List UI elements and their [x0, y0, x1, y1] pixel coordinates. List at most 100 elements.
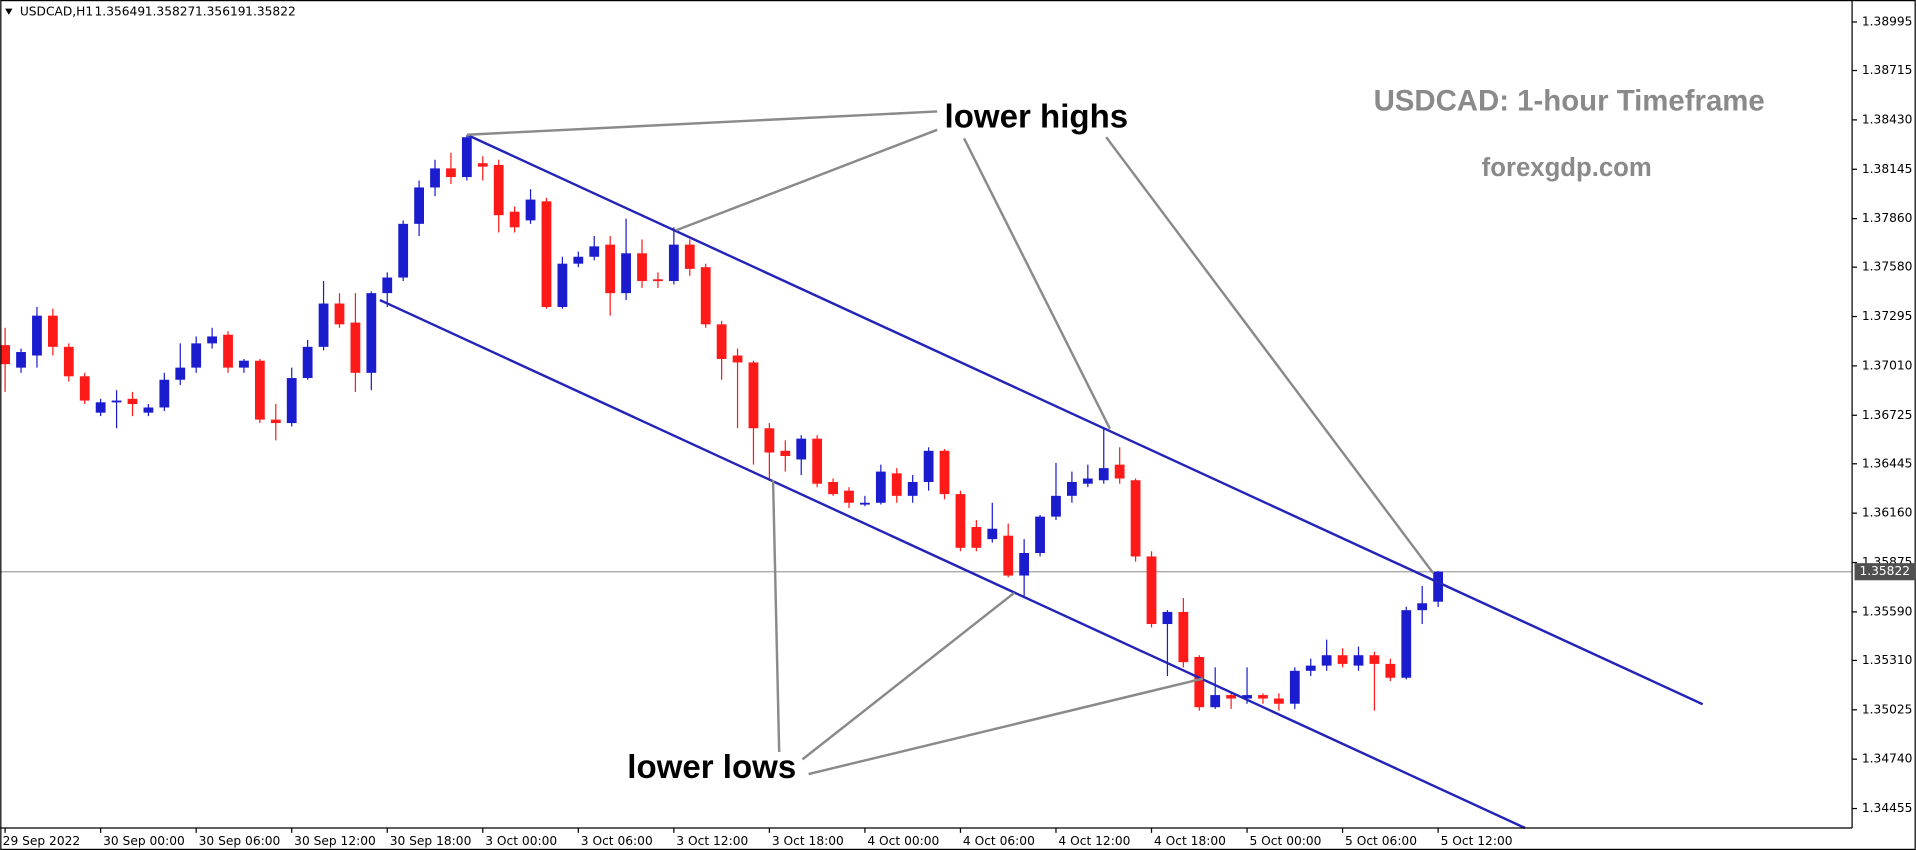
candle-body: [764, 428, 775, 453]
price-label: 1.35822: [1859, 564, 1910, 578]
x-tick-label: 3 Oct 12:00: [676, 834, 748, 848]
x-tick-label: 4 Oct 12:00: [1058, 834, 1130, 848]
header-close: 1.35822: [245, 5, 296, 19]
candle-body: [159, 379, 170, 408]
candle-body: [1035, 516, 1045, 554]
pointer: [963, 137, 1111, 430]
candle-body: [1162, 611, 1173, 625]
x-tick-label: 5 Oct 00:00: [1249, 834, 1321, 848]
y-tick-label: 1.36445: [1862, 456, 1913, 470]
candle-body: [1051, 495, 1061, 517]
candle-body: [254, 360, 265, 420]
candle-body: [541, 201, 552, 307]
symbol: USDCAD,H1: [20, 5, 93, 19]
y-tick-label: 1.38715: [1862, 63, 1913, 77]
header-low: 1.35619: [195, 5, 246, 19]
price-label-box: [1854, 563, 1916, 581]
candle-body: [461, 137, 472, 178]
candle-body: [1433, 571, 1444, 602]
candle-body: [1417, 603, 1428, 611]
candle-body: [1369, 655, 1380, 664]
candle-body: [557, 263, 568, 307]
candle-body: [748, 362, 759, 429]
y-tick-label: 1.35590: [1862, 604, 1913, 618]
header-open: 1.35649: [95, 5, 146, 19]
candle-body: [1385, 663, 1396, 678]
candle-body: [1194, 656, 1205, 708]
candle-body: [1019, 553, 1030, 576]
candle-body: [95, 402, 106, 413]
y-tick-label: 1.34740: [1862, 752, 1913, 766]
candle-body: [573, 256, 584, 264]
y-tick-label: 1.35025: [1862, 702, 1913, 716]
y-tick-label: 1.37580: [1862, 260, 1913, 274]
candle-body: [923, 450, 934, 482]
x-tick-label: 4 Oct 06:00: [963, 834, 1035, 848]
y-tick-label: 1.38430: [1862, 112, 1913, 126]
candle-body: [79, 376, 90, 401]
candle-body: [955, 494, 966, 548]
x-tick-label: 30 Sep 00:00: [103, 834, 185, 848]
x-tick-label: 3 Oct 00:00: [485, 834, 557, 848]
y-tick-label: 1.36160: [1862, 506, 1913, 520]
candle-body: [860, 502, 870, 505]
candle-body: [1353, 655, 1364, 666]
candle-body: [875, 471, 886, 503]
candle-body: [334, 303, 345, 325]
x-tick-label: 30 Sep 18:00: [390, 834, 472, 848]
candle-body: [1321, 655, 1332, 666]
candle-body: [366, 293, 377, 373]
candle-body: [700, 267, 711, 325]
candle-body: [1258, 695, 1268, 699]
candle-body: [286, 378, 297, 424]
candle-body: [1401, 610, 1412, 678]
chart-title: USDCAD: 1-hour Timeframe: [1374, 85, 1765, 118]
candle-body: [637, 253, 647, 282]
candle-body: [1242, 695, 1252, 699]
candle-body: [32, 315, 42, 356]
candle-body: [191, 343, 202, 368]
x-tick-label: 5 Oct 12:00: [1441, 834, 1513, 848]
pointer: [801, 591, 1016, 761]
candle-body: [939, 450, 950, 495]
candle-body: [907, 481, 918, 496]
pointers: [466, 110, 1435, 776]
y-tick-label: 1.38145: [1862, 162, 1913, 176]
candle-body: [668, 244, 679, 282]
candle-body: [653, 279, 663, 282]
x-tick-label: 5 Oct 06:00: [1345, 834, 1417, 848]
candle-body: [63, 346, 74, 377]
candle-body: [398, 223, 409, 278]
candle-body: [1003, 535, 1014, 576]
candle-body: [1273, 698, 1284, 704]
candle-body: [621, 253, 631, 294]
annotation: lower highs: [945, 99, 1129, 136]
x-tick-label: 30 Sep 12:00: [294, 834, 376, 848]
channel-lower: [379, 298, 1526, 830]
y-tick-label: 1.37860: [1862, 211, 1913, 225]
x-tick-label: 3 Oct 18:00: [772, 834, 844, 848]
pointer: [808, 677, 1204, 776]
chart-subtitle: forexgdp.com: [1482, 154, 1652, 182]
candle-body: [223, 334, 233, 368]
candle-body: [796, 438, 807, 460]
candle-body: [175, 367, 186, 380]
candle-body: [605, 244, 616, 294]
candle-body: [1210, 695, 1221, 708]
candle-body: [525, 199, 536, 221]
y-tick-label: 1.36725: [1862, 408, 1913, 422]
candle-body: [1130, 480, 1141, 557]
candle-body: [684, 244, 695, 269]
menu-icon: [5, 8, 13, 15]
candle-body: [111, 400, 122, 403]
candle-body: [509, 211, 520, 228]
candle-body: [382, 277, 393, 294]
header-high: 1.35827: [145, 5, 196, 19]
candle-body: [302, 346, 313, 379]
candle-body: [1082, 478, 1093, 484]
y-tick-label: 1.37295: [1862, 309, 1913, 323]
